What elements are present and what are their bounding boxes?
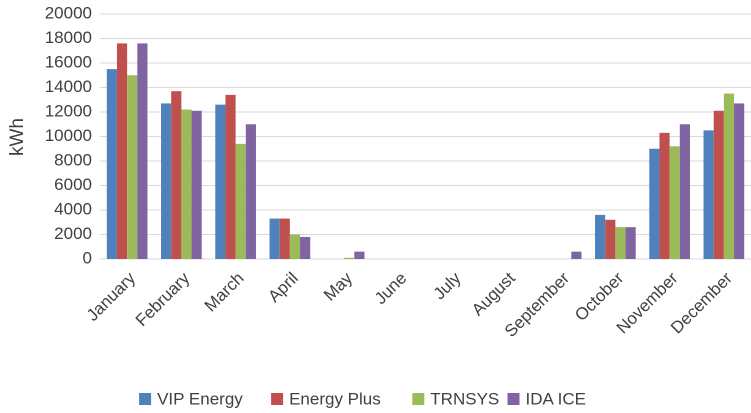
x-tick-label: April [264, 269, 301, 306]
x-tick-label: August [468, 268, 519, 319]
bar [127, 75, 138, 259]
bar [615, 227, 626, 259]
x-tick-label: March [201, 269, 248, 316]
bar [181, 109, 192, 259]
bar [300, 236, 311, 259]
bar [191, 110, 202, 260]
bar [595, 214, 606, 259]
bar [625, 227, 636, 259]
y-tick-label: 2000 [54, 224, 92, 243]
y-tick-label: 16000 [45, 52, 92, 71]
bar [116, 43, 128, 260]
y-tick-label: 20000 [45, 3, 92, 22]
legend-swatch [271, 393, 284, 405]
x-tick-label: February [132, 268, 194, 330]
bar [605, 219, 616, 259]
bar [245, 124, 256, 259]
bar [106, 69, 117, 259]
legend-swatch [139, 393, 152, 405]
y-tick-label: 18000 [45, 28, 92, 47]
bar [161, 103, 172, 259]
x-tick-label: June [371, 269, 411, 309]
y-tick-label: 0 [83, 248, 92, 267]
bar [289, 234, 301, 259]
y-tick-label: 8000 [54, 150, 92, 169]
bar [235, 143, 246, 259]
bar [703, 130, 714, 259]
x-tick-label: May [320, 268, 356, 304]
bar [171, 91, 182, 259]
bar [723, 93, 735, 259]
bar [344, 257, 355, 259]
bar [713, 110, 724, 260]
bar [571, 251, 582, 259]
bar [649, 148, 660, 259]
y-tick-label: 14000 [45, 77, 92, 96]
legend-swatch [412, 393, 425, 405]
y-tick-label: 4000 [54, 199, 92, 218]
bar [659, 132, 670, 259]
legend-label: TRNSYS [430, 389, 499, 408]
bar [734, 103, 745, 259]
bar [354, 251, 365, 259]
y-tick-label: 10000 [45, 126, 92, 145]
y-axis-title: kWh [7, 118, 28, 156]
legend-label: IDA ICE [526, 389, 586, 408]
bar [669, 146, 680, 259]
bar [137, 43, 148, 260]
y-tick-label: 12000 [45, 101, 92, 120]
legend-label: Energy Plus [289, 389, 381, 408]
bar [269, 218, 280, 259]
bar [679, 124, 690, 259]
legend-swatch [507, 393, 520, 405]
bar [215, 104, 226, 260]
legend-label: VIP Energy [157, 389, 243, 408]
x-tick-label: July [430, 268, 465, 303]
y-tick-label: 6000 [54, 175, 92, 194]
bar [279, 218, 290, 259]
bar [225, 94, 236, 259]
